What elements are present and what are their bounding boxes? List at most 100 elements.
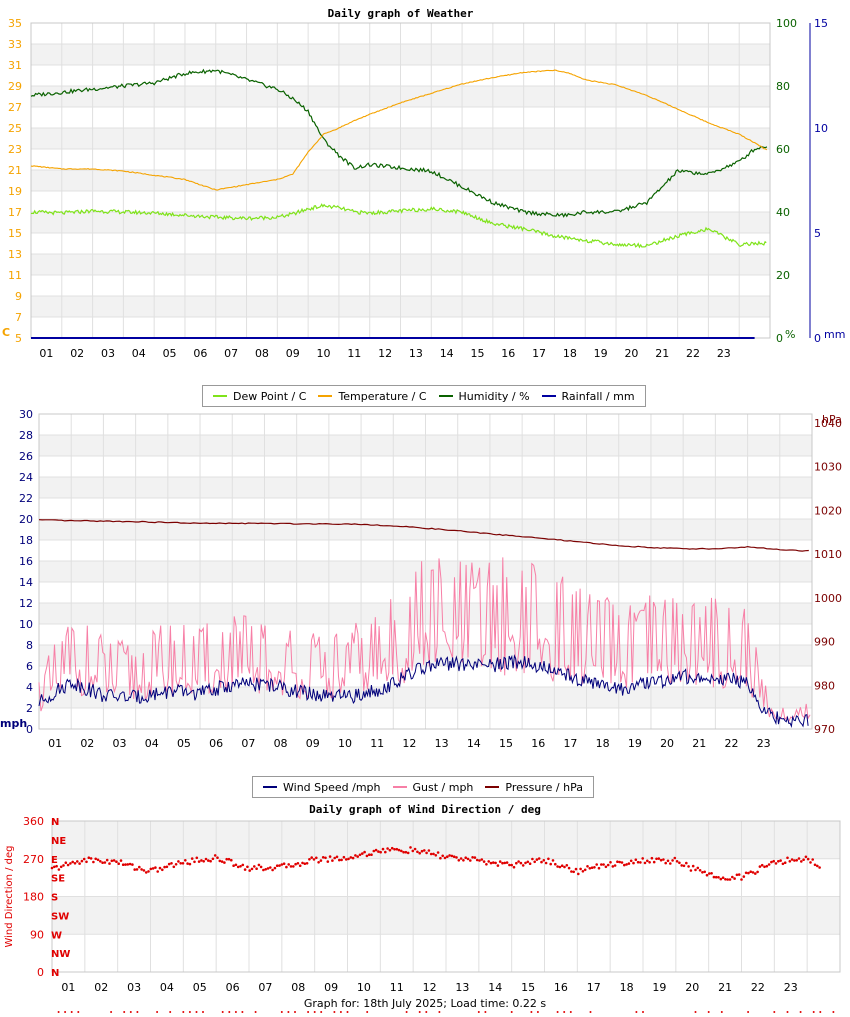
calm-marker xyxy=(313,1011,316,1013)
x-tick-label: 19 xyxy=(594,347,608,360)
x-tick-label: 08 xyxy=(274,737,288,750)
direction-point xyxy=(742,875,746,878)
direction-point xyxy=(756,870,759,874)
direction-point xyxy=(618,860,621,864)
direction-point xyxy=(691,864,695,868)
direction-point xyxy=(448,854,451,857)
direction-point xyxy=(66,863,70,867)
direction-point xyxy=(266,867,270,870)
chart-title: Daily graph of Weather xyxy=(328,7,474,20)
calm-marker xyxy=(320,1011,323,1013)
direction-point xyxy=(117,862,120,865)
calm-marker xyxy=(346,1011,349,1013)
direction-point xyxy=(641,857,644,860)
direction-point xyxy=(489,861,493,865)
calm-marker xyxy=(563,1011,566,1013)
direction-point xyxy=(347,857,350,861)
direction-point xyxy=(151,867,155,870)
direction-point xyxy=(758,865,762,868)
direction-point xyxy=(280,863,284,866)
direction-point xyxy=(278,864,281,867)
direction-point xyxy=(308,858,311,861)
calm-marker xyxy=(799,1011,802,1013)
x-tick-label: 18 xyxy=(596,737,610,750)
calm-marker xyxy=(195,1011,198,1013)
direction-point xyxy=(94,857,97,861)
direction-point xyxy=(446,855,449,858)
calm-marker xyxy=(182,1011,185,1013)
legend-item: Rainfall / mm xyxy=(541,390,635,403)
direction-point xyxy=(225,857,228,861)
calm-marker xyxy=(786,1011,789,1013)
direction-point xyxy=(420,849,424,853)
direction-point xyxy=(101,861,104,864)
direction-point xyxy=(531,857,534,861)
direction-point xyxy=(331,859,334,862)
x-tick-label: 21 xyxy=(718,981,732,994)
x-tick-label: 16 xyxy=(531,737,545,750)
y-tick-label-temp: 35 xyxy=(8,17,22,30)
compass-label: W xyxy=(51,930,62,941)
direction-point xyxy=(797,857,801,860)
direction-point xyxy=(105,858,109,862)
direction-point xyxy=(223,861,226,864)
y-tick-label-temp: 15 xyxy=(8,227,22,240)
direction-point xyxy=(441,854,445,858)
direction-point xyxy=(361,852,364,855)
y-tick-label-rain: 15 xyxy=(814,17,828,30)
y-tick-label-pressure: 1000 xyxy=(814,592,842,605)
calm-marker xyxy=(418,1011,421,1013)
direction-point xyxy=(565,864,569,867)
direction-point xyxy=(724,878,727,881)
calm-marker xyxy=(425,1011,428,1013)
direction-point xyxy=(312,858,316,861)
direction-point xyxy=(384,850,387,854)
y-tick-label-rain: 10 xyxy=(814,122,828,135)
direction-point xyxy=(416,850,419,854)
plot-border xyxy=(51,820,841,973)
direction-point xyxy=(172,865,176,869)
x-tick-label: 22 xyxy=(724,737,738,750)
y-tick-label-speed: 14 xyxy=(19,576,33,589)
calm-marker xyxy=(510,1011,513,1013)
y-tick-label-temp: 11 xyxy=(8,269,22,282)
x-tick-label: 10 xyxy=(338,737,352,750)
direction-point xyxy=(639,861,642,864)
direction-point xyxy=(526,860,530,864)
direction-point xyxy=(636,860,640,864)
direction-point xyxy=(409,846,412,849)
direction-point xyxy=(721,876,725,879)
x-tick-label: 01 xyxy=(39,347,53,360)
x-tick-label: 03 xyxy=(101,347,115,360)
x-tick-label: 10 xyxy=(317,347,331,360)
direction-point xyxy=(133,868,136,871)
direction-point xyxy=(689,869,693,872)
direction-point xyxy=(710,872,713,875)
direction-point xyxy=(770,860,773,864)
direction-point xyxy=(57,868,61,871)
direction-point xyxy=(181,862,185,865)
y-tick-label-speed: 18 xyxy=(19,534,33,547)
direction-point xyxy=(537,857,541,860)
x-tick-label: 18 xyxy=(563,347,577,360)
direction-point xyxy=(765,864,769,868)
direction-point xyxy=(413,847,417,851)
direction-point xyxy=(740,878,743,881)
direction-point xyxy=(144,871,148,874)
y-tick-label-temp: 23 xyxy=(8,143,22,156)
direction-point xyxy=(751,871,755,874)
direction-point xyxy=(563,865,566,869)
x-tick-label: 22 xyxy=(686,347,700,360)
series-dewpoint-line xyxy=(30,203,767,249)
direction-point xyxy=(71,860,74,864)
x-tick-label: 16 xyxy=(501,347,515,360)
direction-point xyxy=(89,857,93,860)
direction-point xyxy=(177,860,180,863)
direction-point xyxy=(744,871,748,875)
y-tick-label-temp: 25 xyxy=(8,122,22,135)
direction-point xyxy=(296,862,300,865)
direction-point xyxy=(788,860,792,863)
direction-point xyxy=(55,864,58,868)
y-tick-label-pressure: 1040 xyxy=(814,417,842,430)
x-tick-label: 01 xyxy=(61,981,75,994)
